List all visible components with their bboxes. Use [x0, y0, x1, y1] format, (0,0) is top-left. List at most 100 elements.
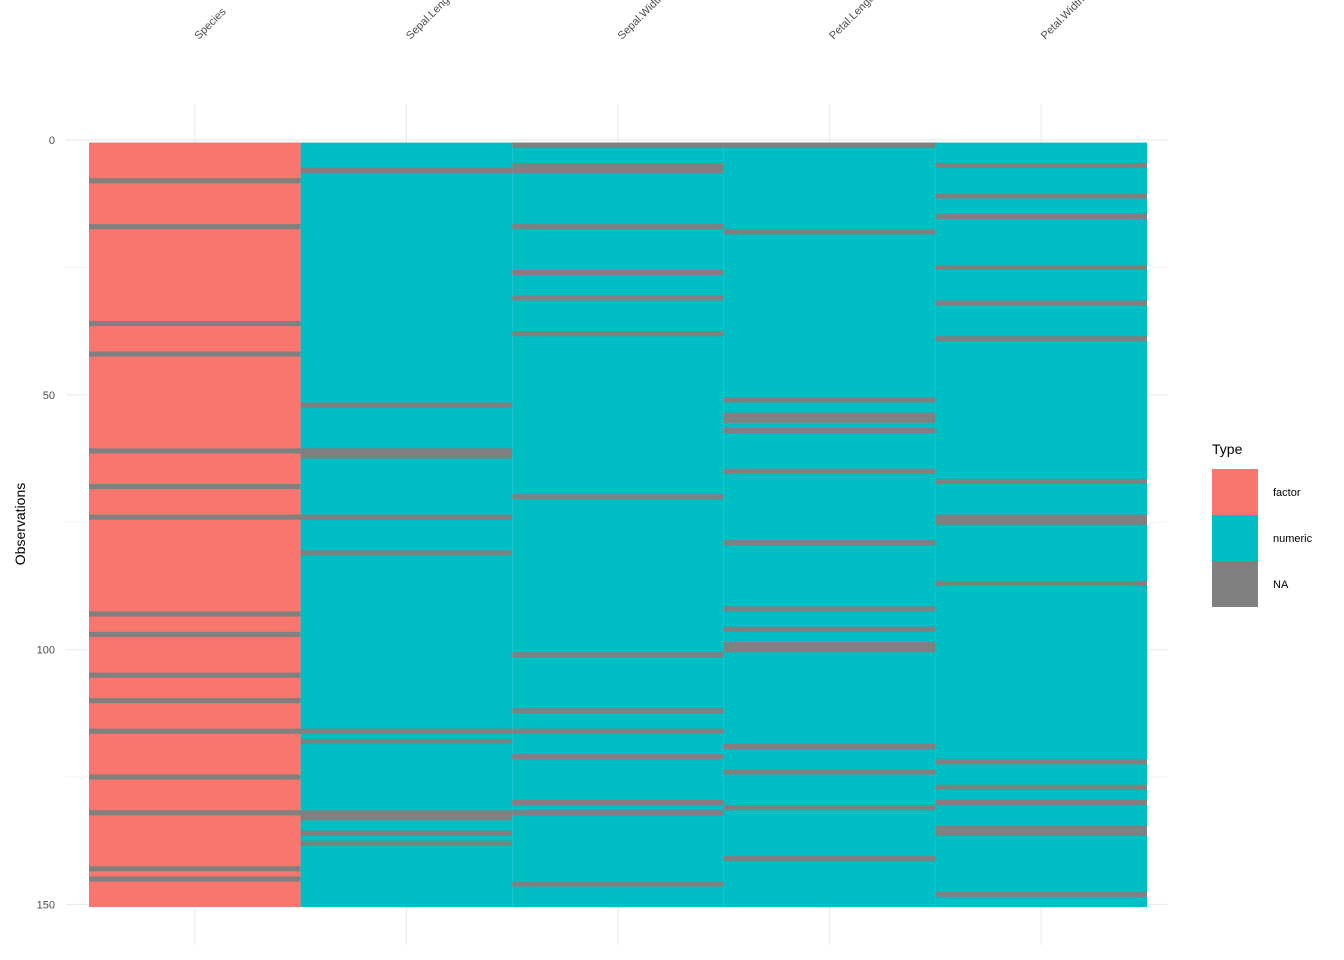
missing-cell-petal-length [723, 427, 936, 434]
legend-title: Type [1212, 441, 1243, 457]
missing-cell-sepal-width [512, 652, 724, 658]
missing-cell-sepal-width [512, 754, 724, 760]
missing-cell-petal-length [723, 805, 936, 811]
legend: Type factor numeric NA [1212, 441, 1313, 607]
missing-cell-species [89, 224, 301, 230]
y-tick-label: 100 [37, 645, 55, 657]
missing-cell-species [89, 876, 301, 882]
column-label: Sepal.Width [616, 0, 666, 42]
legend-label-factor: factor [1273, 487, 1301, 499]
missing-cell-sepal-width [512, 168, 724, 174]
missing-cell-species [89, 672, 301, 678]
missing-cell-sepal-length [300, 840, 513, 846]
missing-cell-species [89, 320, 301, 327]
missing-cell-petal-width [935, 830, 1147, 836]
missing-cell-species [89, 178, 301, 184]
missing-cell-sepal-length [300, 550, 513, 556]
missing-cell-petal-length [723, 412, 936, 418]
y-axis-title: Observations [12, 483, 28, 565]
column-fill-sepal-width [512, 142, 724, 908]
missing-cell-petal-width [935, 336, 1147, 342]
missing-cell-sepal-width [512, 142, 724, 148]
missing-cell-sepal-width [512, 162, 724, 169]
missing-cell-sepal-length [300, 453, 513, 459]
missing-cell-petal-width [935, 825, 1147, 831]
missing-cell-sepal-width [512, 224, 724, 230]
missing-cell-sepal-width [512, 708, 724, 714]
missing-cell-sepal-length [300, 815, 513, 821]
missing-cell-sepal-width [512, 728, 724, 734]
missing-cell-species [89, 728, 301, 734]
missing-cell-species [89, 611, 301, 617]
y-tick-label: 150 [37, 900, 55, 912]
y-tick-label: 50 [43, 390, 55, 402]
missing-cell-petal-width [935, 300, 1147, 306]
missing-cell-species [89, 866, 301, 872]
missing-cell-petal-length [723, 142, 936, 148]
missing-cell-sepal-length [300, 514, 513, 520]
legend-swatch-na [1212, 561, 1258, 607]
missing-cell-petal-length [723, 540, 936, 546]
legend-swatch-factor [1212, 469, 1258, 515]
missing-cell-species [89, 631, 301, 637]
missing-cell-sepal-length [300, 810, 513, 816]
column-label: Petal.Length [827, 0, 879, 42]
missing-cell-petal-width [935, 519, 1147, 525]
missing-cell-species [89, 774, 301, 780]
missing-cell-species [89, 448, 301, 454]
missing-cell-petal-width [935, 784, 1147, 790]
missing-cell-petal-length [723, 397, 936, 403]
missing-cell-petal-width [935, 580, 1147, 586]
missing-cell-sepal-length [300, 448, 513, 454]
missing-cell-sepal-length [300, 738, 513, 744]
missing-cell-sepal-length [300, 402, 513, 408]
missing-cell-petal-width [935, 800, 1147, 806]
missing-cell-sepal-width [512, 881, 724, 887]
heatmap-tiles [89, 142, 1147, 908]
missing-cell-sepal-width [512, 810, 724, 816]
missing-cell-species [89, 351, 301, 357]
missing-cell-petal-length [723, 606, 936, 612]
missing-cell-petal-length [723, 626, 936, 632]
missing-cell-petal-width [935, 193, 1147, 199]
missing-cell-species [89, 484, 301, 490]
missing-cell-petal-length [723, 856, 936, 862]
missing-cell-sepal-length [300, 830, 513, 836]
missing-cell-sepal-length [300, 168, 513, 174]
missing-cell-sepal-width [512, 331, 724, 337]
missing-cell-species [89, 698, 301, 704]
missing-cell-petal-width [935, 162, 1147, 169]
column-fill-species [89, 142, 301, 908]
missing-cell-petal-length [723, 769, 936, 775]
legend-label-na: NA [1273, 579, 1289, 591]
missing-cell-petal-length [723, 647, 936, 653]
column-label: Petal.Width [1039, 0, 1087, 42]
missing-cell-petal-width [935, 213, 1147, 219]
legend-swatch-numeric [1212, 515, 1258, 561]
missing-cell-sepal-width [512, 494, 724, 500]
column-label: Sepal.Length [404, 0, 458, 42]
missing-cell-sepal-width [512, 800, 724, 806]
y-tick-label: 0 [49, 135, 55, 147]
missing-cell-petal-width [935, 264, 1147, 270]
missing-cell-species [89, 514, 301, 520]
column-labels: Species Sepal.Length Sepal.Width Petal.Leng… [192, 0, 1087, 42]
column-label: Species [192, 6, 229, 43]
missing-cell-sepal-width [512, 295, 724, 301]
missing-cell-petal-length [723, 468, 936, 474]
missing-cell-petal-length [723, 642, 936, 648]
missing-cell-petal-length [723, 743, 936, 750]
missing-cell-petal-width [935, 891, 1147, 897]
missing-cell-petal-width [935, 514, 1147, 520]
column-fill-sepal-length [300, 142, 513, 908]
legend-label-numeric: numeric [1273, 533, 1313, 545]
missing-cell-petal-length [723, 229, 936, 235]
missing-cell-sepal-width [512, 269, 724, 276]
missing-cell-petal-length [723, 417, 936, 423]
missing-cell-species [89, 810, 301, 816]
missing-cell-sepal-length [300, 728, 513, 734]
y-axis-tick-labels: 0 50 100 150 [37, 135, 55, 912]
missing-cell-petal-width [935, 478, 1147, 485]
column-fill-petal-length [723, 142, 936, 908]
